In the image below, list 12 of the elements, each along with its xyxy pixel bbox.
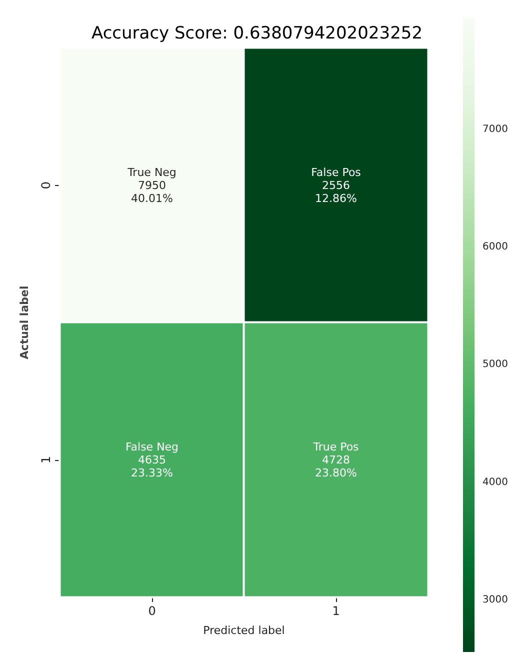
- data-label: False Neg 4635 23.33%: [125, 440, 179, 480]
- x-axis-title: Predicted label: [203, 624, 285, 637]
- chart-title: Accuracy Score: 0.6380794202023252: [91, 24, 423, 44]
- color-bar-label: 6000: [482, 242, 508, 253]
- color-bar-label: 5000: [482, 359, 508, 370]
- y-axis-title: Actual label: [18, 286, 31, 360]
- color-bar-label: 3000: [482, 594, 508, 606]
- color-bar-label: 4000: [482, 476, 508, 488]
- data-label: True Pos 4728 23.80%: [312, 440, 360, 480]
- data-label: True Neg 7950 40.01%: [126, 166, 176, 205]
- data-label: False Pos 2556 12.86%: [311, 166, 362, 205]
- color-bar-label: 7000: [482, 124, 508, 136]
